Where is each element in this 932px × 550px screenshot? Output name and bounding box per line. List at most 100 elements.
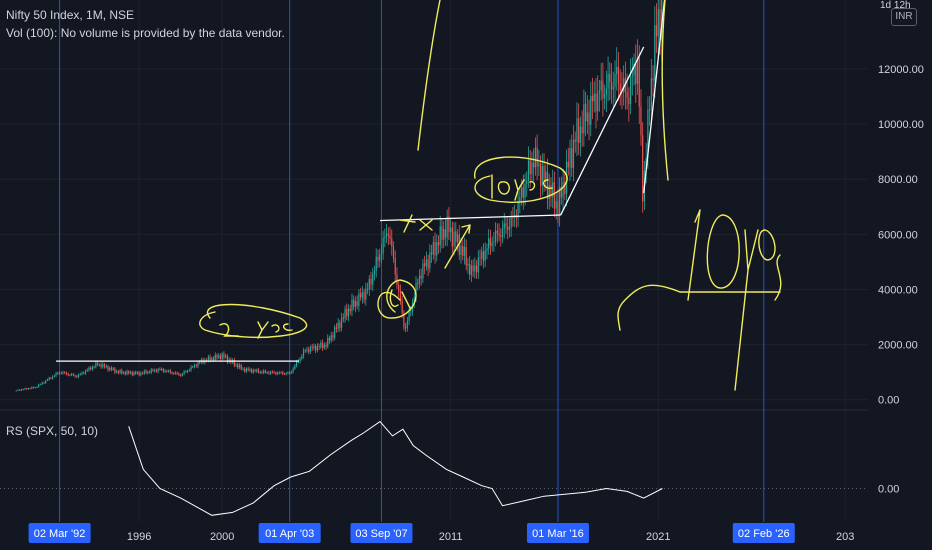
candle-body: [559, 186, 561, 216]
candle-body: [380, 253, 382, 255]
ink-stroke: [661, 0, 669, 181]
candle-body: [117, 371, 119, 374]
date-badge: [526, 523, 589, 543]
date-badge: [350, 523, 413, 543]
candle-body: [330, 335, 332, 341]
candle-body: [81, 372, 83, 374]
candle-body: [245, 368, 248, 372]
candle-body: [280, 372, 282, 374]
candle-body: [403, 313, 405, 328]
candle-body: [550, 185, 552, 198]
candle-body: [474, 265, 476, 272]
candle-body: [256, 369, 258, 372]
ink-stroke: [474, 156, 568, 203]
candle-body: [167, 370, 170, 372]
candle-body: [24, 388, 26, 390]
candle-body: [401, 300, 403, 314]
candle-body: [507, 226, 509, 230]
candle-body: [325, 344, 327, 347]
grid-lines: [0, 0, 868, 522]
candle-body: [334, 327, 336, 338]
candle-body: [598, 90, 601, 94]
candle-body: [349, 308, 351, 312]
candle-body: [271, 371, 273, 373]
candle-body: [469, 263, 471, 275]
price-tick-label: 12000.00: [878, 64, 924, 76]
candle-body: [282, 372, 284, 374]
rs-legend[interactable]: RS (SPX, 50, 10): [6, 424, 99, 438]
candle-body: [484, 250, 486, 261]
candle-body: [425, 259, 427, 267]
candle-body: [264, 370, 267, 373]
trend-line: [643, 0, 666, 194]
candle-body: [306, 349, 308, 351]
candle-body: [148, 371, 151, 373]
candle-body: [221, 353, 223, 359]
candle-body: [539, 163, 542, 186]
price-axis[interactable]: 0.00 2000.00 4000.00 6000.00 8000.00 10000.00…: [878, 64, 924, 496]
candle-body: [17, 389, 19, 391]
candle-body: [462, 245, 464, 256]
candle-body: [477, 257, 479, 273]
candle-body: [98, 364, 100, 366]
candle-body: [140, 372, 142, 376]
volume-legend[interactable]: Vol (100): No volume is provided by the …: [6, 26, 285, 40]
candle-body: [128, 371, 130, 374]
candle-body: [628, 97, 630, 105]
candle-body: [472, 265, 474, 272]
ink-stroke: [219, 323, 239, 337]
candle-body: [103, 364, 106, 367]
candle-body: [180, 374, 182, 376]
candle-body: [505, 223, 507, 227]
candle-body: [186, 370, 189, 372]
time-axis[interactable]: 1996 2000 2011 2021 203 02 Mar '92 01 Apr '03 0…: [28, 523, 855, 543]
candle-body: [493, 241, 495, 243]
candle-body: [448, 216, 450, 233]
ink-stroke: [377, 279, 417, 319]
candle-body: [275, 372, 277, 374]
candle-body: [645, 157, 647, 171]
candle-body: [562, 181, 564, 198]
candle-body: [481, 251, 483, 259]
candle-body: [427, 259, 429, 269]
handwritten-annotations: [199, 0, 782, 391]
candle-body: [316, 346, 318, 351]
candle-body: [604, 94, 606, 99]
candle-body: [576, 118, 578, 142]
candle-body: [209, 356, 211, 361]
candle-body: [579, 126, 582, 143]
candle-body: [315, 346, 317, 351]
candle-body: [308, 349, 310, 352]
candle-body: [259, 371, 261, 373]
ink-stroke: [257, 321, 293, 339]
candle-body: [124, 372, 126, 375]
candle-body: [649, 109, 651, 111]
candle-body: [450, 227, 452, 233]
candle-body: [50, 377, 52, 379]
candle-body: [174, 372, 177, 374]
candle-body: [176, 372, 178, 374]
candle-body: [612, 87, 614, 90]
price-tick-label: 8000.00: [878, 174, 918, 186]
candle-body: [32, 387, 35, 389]
symbol-legend[interactable]: Nifty 50 Index, 1M, NSE: [6, 8, 135, 22]
ink-stroke: [199, 303, 308, 338]
candle-body: [443, 229, 445, 240]
ink-stroke: [734, 229, 759, 391]
candle-body: [302, 350, 305, 357]
candle-body: [278, 372, 280, 374]
candle-body: [238, 364, 241, 368]
candle-body: [112, 368, 114, 370]
candle-body: [299, 358, 301, 362]
candle-body: [517, 202, 519, 219]
candle-body: [323, 344, 325, 348]
candle-body: [276, 372, 279, 374]
candle-body: [15, 390, 17, 392]
time-tick-label: 203: [836, 531, 854, 543]
currency-badge[interactable]: INR: [891, 8, 917, 26]
ink-stroke: [617, 284, 781, 331]
candle-body: [254, 370, 256, 372]
candle-body: [373, 270, 376, 275]
candle-body: [655, 25, 658, 37]
